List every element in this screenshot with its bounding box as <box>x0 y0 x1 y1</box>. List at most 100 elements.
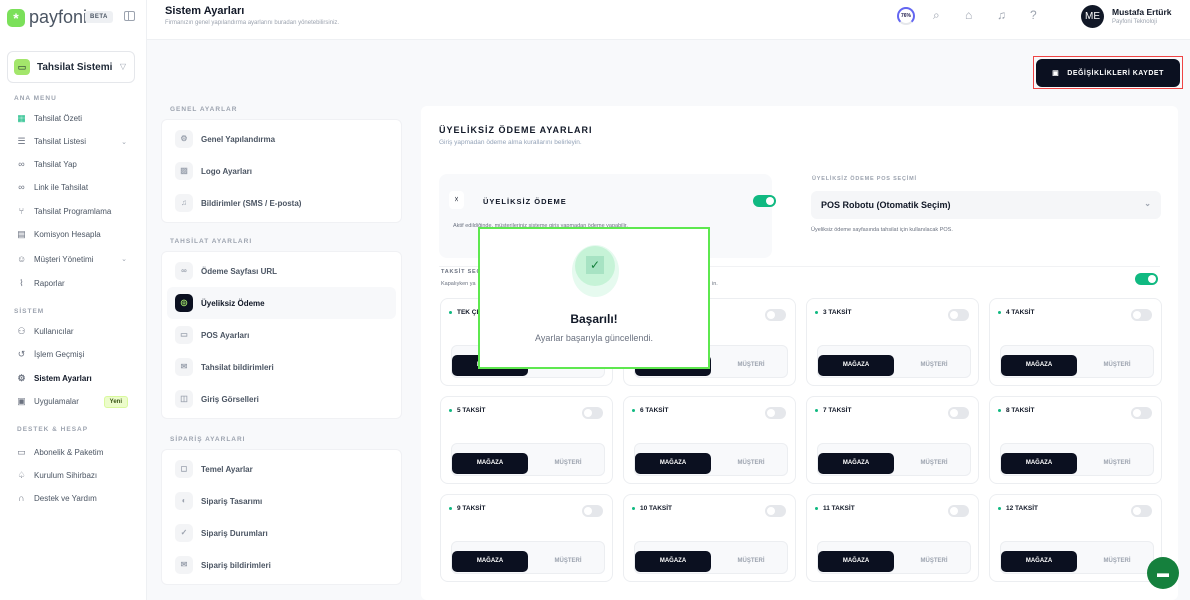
page-subtitle: Firmanızın genel yapılandırma ayarlarını… <box>165 20 340 26</box>
success-modal: ✓ Başarılı! Ayarlar başarıyla güncellend… <box>478 227 710 369</box>
segment-musteri[interactable]: MÜŞTERİ <box>920 460 948 466</box>
installment-card: 8 TAKSİT MAĞAZA MÜŞTERİ <box>989 396 1162 484</box>
avatar[interactable]: ME <box>1081 5 1104 28</box>
progress-ring[interactable]: 76% <box>897 7 915 25</box>
segment-magaza[interactable]: MAĞAZA <box>635 551 711 572</box>
installment-label: 5 TAKSİT <box>449 407 485 414</box>
settings-item[interactable]: ⚙ Genel Yapılandırma <box>167 123 396 155</box>
segment-magaza[interactable]: MAĞAZA <box>1001 355 1077 376</box>
segment-musteri[interactable]: MÜŞTERİ <box>737 460 765 466</box>
settings-item[interactable]: ◻ Temel Ayarlar <box>167 453 396 485</box>
installments-desc-end: in. <box>712 281 718 287</box>
guest-payment-desc: Aktif edildiğinde, müşterileriniz sistem… <box>453 223 628 229</box>
nav-tahsilat-yap[interactable]: ∞ Tahsilat Yap <box>17 159 132 169</box>
nav-sistem-ayarlari[interactable]: ⚙ Sistem Ayarları <box>17 373 132 384</box>
chat-button[interactable]: ▬ <box>1147 557 1179 589</box>
installment-toggle[interactable] <box>1131 505 1152 517</box>
nav-destek[interactable]: ∩ Destek ve Yardım <box>17 493 132 503</box>
segment-magaza[interactable]: MAĞAZA <box>1001 551 1077 572</box>
nav-musteri-yonetimi[interactable]: ☺ Müşteri Yönetimi ⌄ <box>17 254 132 264</box>
segment-musteri[interactable]: MÜŞTERİ <box>1103 558 1131 564</box>
chart-icon: ⌇ <box>19 278 24 288</box>
settings-item[interactable]: ◐ Sipariş Tasarımı <box>167 485 396 517</box>
nav-raporlar[interactable]: ⌇ Raporlar <box>17 278 132 289</box>
installments-toggle[interactable] <box>1135 273 1158 285</box>
segment-musteri[interactable]: MÜŞTERİ <box>737 558 765 564</box>
installment-toggle[interactable] <box>765 407 786 419</box>
bell-icon: ♫ <box>175 194 193 212</box>
installment-card: 10 TAKSİT MAĞAZA MÜŞTERİ <box>623 494 796 582</box>
gift-icon[interactable]: ⌂ <box>965 8 973 22</box>
logo[interactable]: * payfoni <box>7 7 87 28</box>
segment-musteri[interactable]: MÜŞTERİ <box>554 558 582 564</box>
installment-toggle[interactable] <box>582 505 603 517</box>
user-company: Payfoni Teknoloji <box>1112 19 1157 25</box>
system-selector[interactable]: ▭ Tahsilat Sistemi ▽ <box>7 51 135 83</box>
segment-musteri[interactable]: MÜŞTERİ <box>1103 460 1131 466</box>
installment-toggle[interactable] <box>948 505 969 517</box>
segment-magaza[interactable]: MAĞAZA <box>818 355 894 376</box>
bell-icon[interactable]: ♫ <box>997 8 1006 22</box>
installment-toggle[interactable] <box>948 309 969 321</box>
segment-magaza[interactable]: MAĞAZA <box>452 453 528 474</box>
settings-item[interactable]: ◫ Giriş Görselleri <box>167 383 396 415</box>
settings-item[interactable]: ∞ Ödeme Sayfası URL <box>167 255 396 287</box>
nav-uygulamalar[interactable]: ▣ Uygulamalar Yeni <box>17 395 132 408</box>
installment-toggle[interactable] <box>948 407 969 419</box>
card-icon: ▭ <box>17 447 26 457</box>
nav-kullanicilar[interactable]: ⚇ Kullanıcılar <box>17 326 132 337</box>
segment-magaza[interactable]: MAĞAZA <box>818 551 894 572</box>
settings-item[interactable]: ▭ POS Ayarları <box>167 319 396 351</box>
search-icon[interactable]: ⌕ <box>933 8 940 22</box>
save-button[interactable]: ▣ DEĞİŞİKLİKLERİ KAYDET <box>1036 59 1180 87</box>
settings-item-label: Temel Ayarlar <box>201 464 253 474</box>
segment-magaza[interactable]: MAĞAZA <box>818 453 894 474</box>
nav-tahsilat-programlama[interactable]: ⑂ Tahsilat Programlama <box>17 206 132 216</box>
payer-segment: MAĞAZA MÜŞTERİ <box>817 541 971 574</box>
pos-select[interactable]: POS Robotu (Otomatik Seçim) ⌄ <box>811 191 1161 219</box>
check-icon: ✓ <box>586 256 604 274</box>
nav-tahsilat-listesi[interactable]: ☰ Tahsilat Listesi ⌄ <box>17 136 132 147</box>
installment-card: 12 TAKSİT MAĞAZA MÜŞTERİ <box>989 494 1162 582</box>
page-title: Sistem Ayarları <box>165 5 245 17</box>
guest-payment-toggle[interactable] <box>753 195 776 207</box>
segment-musteri[interactable]: MÜŞTERİ <box>737 362 765 368</box>
nav-tahsilat-ozeti[interactable]: ▦ Tahsilat Özeti <box>17 113 132 124</box>
segment-magaza[interactable]: MAĞAZA <box>635 453 711 474</box>
settings-item[interactable]: ✉ Sipariş bildirimleri <box>167 549 396 581</box>
guest-payment-title: ÜYELİKSİZ ÖDEME <box>483 197 567 206</box>
installment-label: 7 TAKSİT <box>815 407 851 414</box>
settings-item[interactable]: ✉ Tahsilat bildirimleri <box>167 351 396 383</box>
segment-musteri[interactable]: MÜŞTERİ <box>554 460 582 466</box>
installment-toggle[interactable] <box>765 309 786 321</box>
segment-magaza[interactable]: MAĞAZA <box>1001 453 1077 474</box>
settings-item[interactable]: ✓ Sipariş Durumları <box>167 517 396 549</box>
panel-title: ÜYELİKSİZ ÖDEME AYARLARI <box>439 125 593 135</box>
installment-toggle[interactable] <box>1131 309 1152 321</box>
segment-magaza[interactable]: MAĞAZA <box>452 551 528 572</box>
nav-link-ile-tahsilat[interactable]: ∞ Link ile Tahsilat <box>17 182 132 192</box>
section-label: SİSTEM <box>14 308 45 315</box>
settings-group: ⚙ Genel Yapılandırma ▨ Logo Ayarları ♫ Bild… <box>161 119 402 223</box>
sidebar-toggle-icon[interactable] <box>124 11 135 21</box>
settings-item[interactable]: ▨ Logo Ayarları <box>167 155 396 187</box>
installment-toggle[interactable] <box>582 407 603 419</box>
segment-musteri[interactable]: MÜŞTERİ <box>1103 362 1131 368</box>
nav-abonelik[interactable]: ▭ Abonelik & Paketim <box>17 447 132 458</box>
installment-toggle[interactable] <box>1131 407 1152 419</box>
panel-subtitle: Giriş yapmadan ödeme alma kurallarını be… <box>439 139 582 146</box>
settings-item[interactable]: ♫ Bildirimler (SMS / E-posta) <box>167 187 396 219</box>
segment-musteri[interactable]: MÜŞTERİ <box>920 558 948 564</box>
nav-label: Kurulum Sihirbazı <box>34 471 98 480</box>
help-icon[interactable]: ? <box>1030 8 1037 22</box>
nav-label: Sistem Ayarları <box>34 374 92 383</box>
nav-label: Uygulamalar <box>34 397 79 406</box>
section-label: ANA MENU <box>14 95 57 102</box>
nav-komisyon-hesapla[interactable]: ▤ Komisyon Hesapla <box>17 229 132 240</box>
settings-item-active[interactable]: ◎ Üyeliksiz Ödeme <box>167 287 396 319</box>
installment-toggle[interactable] <box>765 505 786 517</box>
nav-islem-gecmisi[interactable]: ↺ İşlem Geçmişi <box>17 349 132 360</box>
segment-musteri[interactable]: MÜŞTERİ <box>920 362 948 368</box>
nav-kurulum-sihirbazi[interactable]: ♤ Kurulum Sihirbazı <box>17 470 132 481</box>
installment-label: 8 TAKSİT <box>998 407 1034 414</box>
